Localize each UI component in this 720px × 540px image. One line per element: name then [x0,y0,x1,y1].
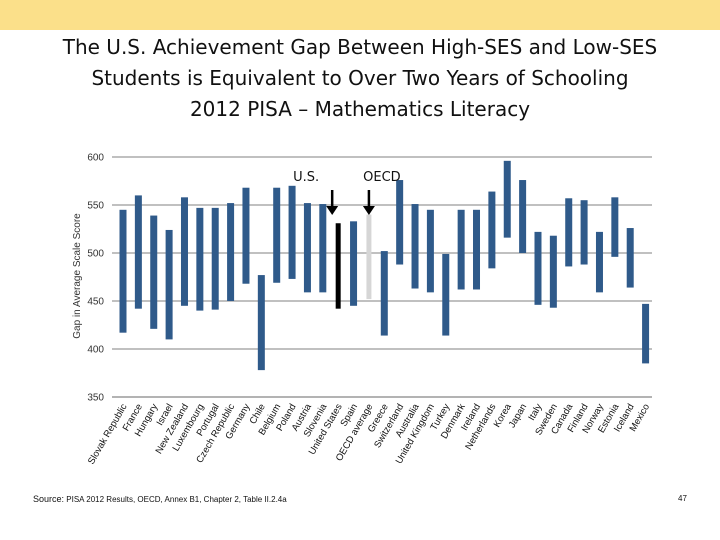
range-bar-luxembourg [196,207,204,311]
range-bar-canada [565,198,573,267]
range-bar-turkey [442,253,450,336]
range-bar-sweden [549,235,557,308]
range-bar-czech-republic [227,203,235,301]
range-bar-austria [303,203,311,293]
range-bar-estonia [611,197,619,257]
range-bar-netherlands [488,191,496,269]
annotation-arrow-head [362,206,375,215]
range-bar-spain [350,221,358,306]
x-tick-label: Slovak Republic [86,402,130,467]
annotation-label: OECD [363,170,401,185]
range-bar-korea [503,160,511,238]
y-tick-label: 500 [87,249,104,260]
range-bar-portugal [211,207,219,310]
title-line-3: 2012 PISA – Mathematics Literacy [189,97,531,121]
range-bar-new-zealand [180,197,188,306]
range-bar-denmark [457,209,465,290]
y-tick-label: 450 [87,297,104,308]
range-bar-australia [411,204,419,289]
range-bar-israel [165,229,173,340]
range-bar-japan [519,180,527,253]
range-bar-slovenia [319,204,327,293]
range-bar-finland [580,200,588,265]
range-bar-united-kingdom [426,209,434,293]
source-note: Source: PISA 2012 Results, OECD, Annex B… [33,494,287,504]
title-line-1: The U.S. Achievement Gap Between High-SE… [62,35,658,59]
range-bar-poland [288,185,296,279]
range-bar-united-states [335,223,341,309]
page-number: 47 [678,494,687,503]
range-bar-ireland [473,209,481,290]
y-tick-label: 400 [87,345,104,356]
annotation-arrow-head [326,206,339,215]
range-bar-greece [380,251,388,336]
range-bar-belgium [273,187,281,283]
y-tick-label: 350 [87,393,104,404]
y-axis-title: Gap in Average Scale Score [72,213,83,339]
y-tick-label: 550 [87,201,104,212]
title-line-2: Students is Equivalent to Over Two Years… [91,66,629,90]
range-bar-switzerland [396,180,404,265]
source-text: PISA 2012 Results, OECD, Annex B1, Chapt… [66,495,287,504]
range-bar-france [134,195,142,309]
range-bar-mexico [642,303,650,364]
range-bar-slovak-republic [119,209,127,333]
range-bar-hungary [150,215,158,329]
range-bar-italy [534,231,542,305]
source-label: Source: [33,494,65,504]
range-bar-norway [595,231,603,293]
slide-title: The U.S. Achievement Gap Between High-SE… [20,32,700,125]
y-tick-label: 600 [87,153,104,164]
range-bar-oecd-average [366,214,372,300]
top-accent-band [0,0,720,30]
annotation-label: U.S. [293,170,319,185]
range-bar-iceland [626,228,634,288]
range-bar-chile [257,275,265,371]
range-bar-germany [242,187,250,284]
